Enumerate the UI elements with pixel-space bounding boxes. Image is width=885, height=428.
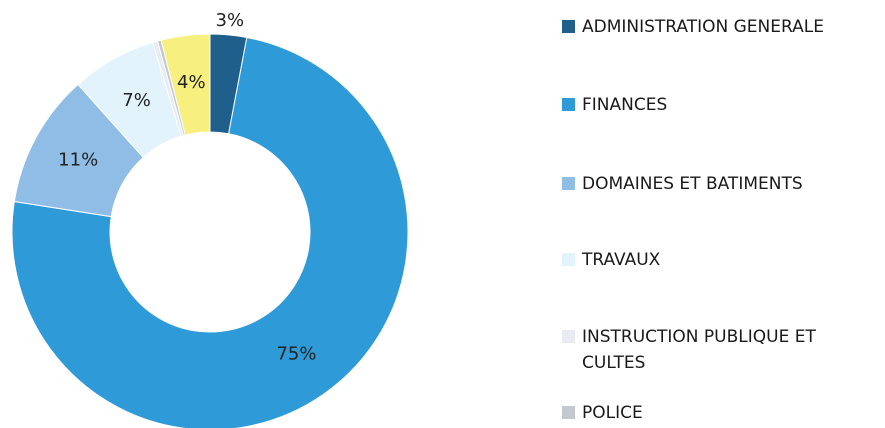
- legend-swatch: [562, 177, 575, 190]
- legend-swatch: [562, 253, 575, 266]
- legend-label: INSTRUCTION PUBLIQUE ET CULTES: [582, 327, 816, 373]
- data-label: 75%: [276, 344, 316, 365]
- data-label: 4%: [177, 72, 206, 93]
- donut: 3% 75% 11% 7% 4%: [11, 10, 409, 428]
- legend-label: FINANCES: [582, 95, 668, 115]
- legend-swatch: [562, 98, 575, 111]
- data-label: 7%: [122, 90, 151, 111]
- legend-item: FINANCES: [562, 92, 872, 118]
- legend-item: POLICE: [562, 400, 872, 426]
- donut-slice: [11, 36, 409, 428]
- legend-item: INSTRUCTION PUBLIQUE ET CULTES: [562, 324, 872, 376]
- legend-swatch: [562, 330, 575, 343]
- data-label: 3%: [216, 10, 245, 31]
- legend-label: ADMINISTRATION GENERALE: [582, 17, 824, 37]
- legend-item: ADMINISTRATION GENERALE: [562, 14, 872, 40]
- data-label: 11%: [58, 149, 98, 170]
- legend-label: POLICE: [582, 403, 643, 423]
- legend-item: TRAVAUX: [562, 247, 872, 273]
- legend-label: DOMAINES ET BATIMENTS: [582, 174, 803, 194]
- legend-swatch: [562, 20, 575, 33]
- donut-slice: [160, 33, 211, 136]
- legend-swatch: [562, 406, 575, 419]
- legend-item: DOMAINES ET BATIMENTS: [562, 171, 872, 197]
- legend-label: TRAVAUX: [582, 250, 661, 270]
